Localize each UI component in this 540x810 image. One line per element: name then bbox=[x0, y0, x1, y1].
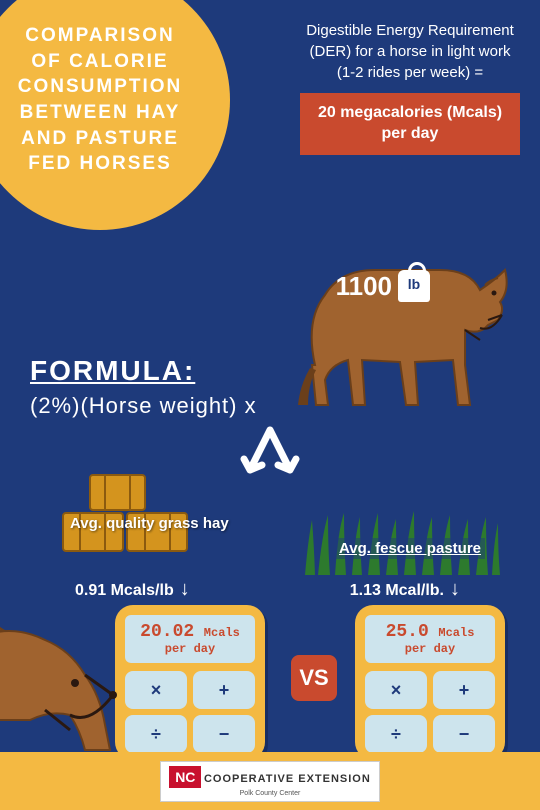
calc-button: ÷ bbox=[125, 715, 187, 753]
calc-button: + bbox=[193, 671, 255, 709]
horse-head-icon bbox=[0, 615, 125, 755]
weight-value: 1100 bbox=[336, 271, 392, 302]
calc-screen: 25.0 Mcals per day bbox=[365, 615, 495, 663]
der-value: 20 megacalories (Mcals) per day bbox=[300, 93, 520, 155]
footer: NC COOPERATIVE EXTENSION Polk County Cen… bbox=[0, 752, 540, 810]
calc-button: × bbox=[125, 671, 187, 709]
weight-badge: 1100 bbox=[336, 270, 430, 302]
calculator-pasture: 25.0 Mcals per day × + ÷ − bbox=[355, 605, 505, 760]
calc-button: × bbox=[365, 671, 427, 709]
der-block: Digestible Energy Requirement (DER) for … bbox=[300, 20, 520, 155]
title-circle: COMPARISON OF CALORIE CONSUMPTION BETWEE… bbox=[0, 0, 230, 230]
calc-button: ÷ bbox=[365, 715, 427, 753]
hay-value: 0.91 Mcals/lb↓ bbox=[75, 578, 190, 601]
arrow-down-icon: ↓ bbox=[180, 578, 190, 601]
calc-screen: 20.02 Mcals per day bbox=[125, 615, 255, 663]
vs-badge: VS bbox=[291, 655, 337, 701]
arrow-down-icon: ↓ bbox=[450, 578, 460, 601]
main-title: COMPARISON OF CALORIE CONSUMPTION BETWEE… bbox=[10, 23, 190, 177]
calc-button: − bbox=[193, 715, 255, 753]
horse-illustration bbox=[270, 220, 520, 420]
footer-logo: NC COOPERATIVE EXTENSION Polk County Cen… bbox=[160, 761, 380, 802]
fork-arrows-icon bbox=[230, 425, 310, 485]
weight-icon bbox=[398, 270, 430, 302]
formula-title: FORMULA: bbox=[30, 355, 257, 387]
calc-button: − bbox=[433, 715, 495, 753]
calc-button: + bbox=[433, 671, 495, 709]
formula-block: FORMULA: (2%)(Horse weight) x bbox=[30, 355, 257, 419]
pasture-label: Avg. fescue pasture bbox=[335, 538, 485, 559]
formula-text: (2%)(Horse weight) x bbox=[30, 393, 257, 419]
der-text: Digestible Energy Requirement (DER) for … bbox=[300, 20, 520, 83]
calculator-hay: 20.02 Mcals per day × + ÷ − bbox=[115, 605, 265, 760]
hay-label: Avg. quality grass hay bbox=[70, 515, 229, 533]
pasture-value: 1.13 Mcal/lb.↓ bbox=[350, 578, 460, 601]
